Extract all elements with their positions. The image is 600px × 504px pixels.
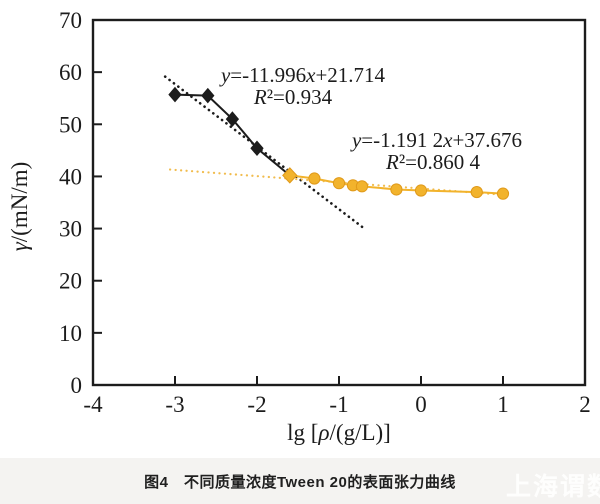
chart-area: -4 -3 -2 -1 0 1 2 0 10 20 30 40 50 60 70 lg [ρ/(g/L)] γ/… xyxy=(7,8,591,445)
x-tick-label: -3 xyxy=(165,392,184,417)
y-tick-label: 70 xyxy=(59,8,82,33)
y-tick-label: 40 xyxy=(59,164,82,189)
plateau-fit-equation-line: y=-1.191 2x+37.676 xyxy=(350,128,522,152)
data-point xyxy=(250,140,264,157)
x-tick-label: 0 xyxy=(415,392,427,417)
data-point xyxy=(225,111,240,127)
watermark: 上海谓数 xyxy=(505,473,600,501)
x-tick-label: -2 xyxy=(247,392,266,417)
figure-caption: 图4 不同质量浓度Tween 20的表面张力曲线 xyxy=(144,473,456,491)
data-point xyxy=(201,87,215,104)
x-tick-label: -1 xyxy=(329,392,348,417)
data-point xyxy=(168,86,182,103)
data-point xyxy=(308,172,321,185)
data-point xyxy=(332,177,346,190)
data-point xyxy=(390,183,403,196)
y-tick-label: 0 xyxy=(71,373,83,398)
tween20-plateau-region-series xyxy=(282,167,510,200)
y-tick-label: 20 xyxy=(59,269,82,294)
y-tick-label: 30 xyxy=(59,217,82,242)
x-tick-label: 2 xyxy=(579,392,591,417)
y-tick-label: 60 xyxy=(59,60,82,85)
data-point xyxy=(470,185,483,199)
x-tick-label: 1 xyxy=(497,392,509,417)
data-point xyxy=(496,187,510,200)
y-tick-label: 50 xyxy=(59,112,82,137)
y-tick-label: 10 xyxy=(59,321,82,346)
plateau-fit-equation-line: R²=0.860 4 xyxy=(385,150,480,174)
x-axis-label: lg [ρ/(g/L)] xyxy=(287,420,391,445)
data-point xyxy=(414,184,428,197)
y-axis-label: γ/(mN/m) xyxy=(7,162,32,252)
x-tick-label: -4 xyxy=(83,392,103,417)
caption-bar: 图4 不同质量浓度Tween 20的表面张力曲线 上海谓数 xyxy=(0,458,600,504)
data-point xyxy=(282,167,298,184)
tween20-steep-region-series xyxy=(168,86,297,184)
data-point xyxy=(355,180,369,193)
steep-fit-equation-line: y=-11.996x+21.714 xyxy=(219,63,386,87)
steep-fit-equation-line: R²=0.934 xyxy=(253,85,333,109)
